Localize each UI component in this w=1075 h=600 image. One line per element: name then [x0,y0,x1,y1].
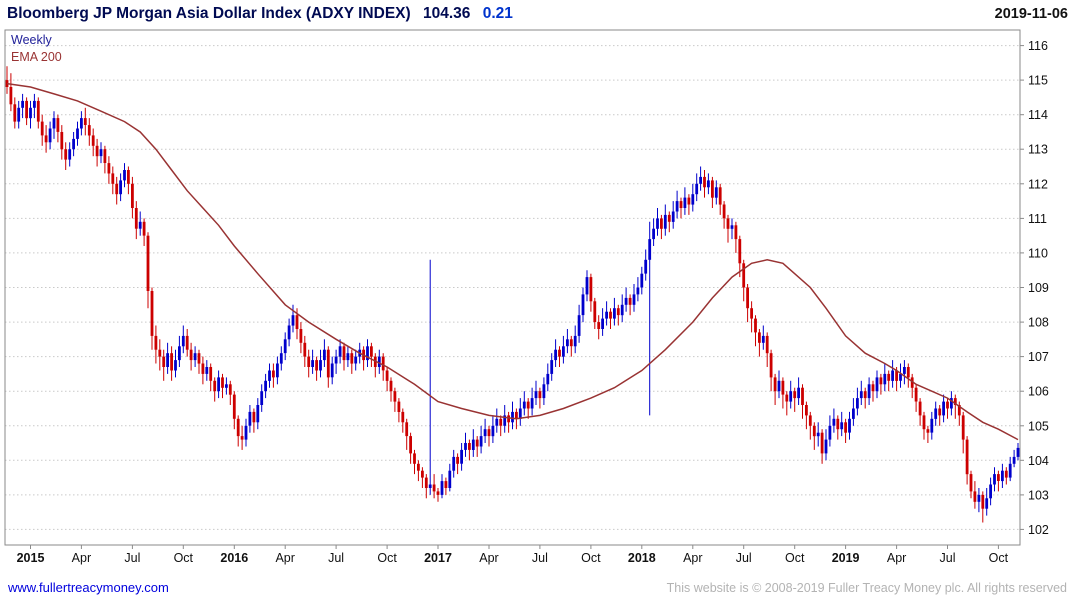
svg-text:2019: 2019 [832,551,860,565]
svg-text:Apr: Apr [275,551,294,565]
svg-text:111: 111 [1028,212,1047,226]
svg-text:Jul: Jul [736,551,752,565]
svg-text:Apr: Apr [683,551,702,565]
svg-text:102: 102 [1028,523,1049,537]
price-chart-canvas[interactable]: 102 103 104 105 106 107 108 109 110 111 112 113 114 1… [0,26,1075,574]
price-chart-svg: 102 103 104 105 106 107 108 109 110 111 112 113 114 1… [4,29,1049,565]
svg-text:110: 110 [1028,246,1048,260]
svg-text:Oct: Oct [377,551,397,565]
svg-text:Oct: Oct [989,551,1009,565]
svg-text:Apr: Apr [479,551,498,565]
svg-text:Jul: Jul [328,551,344,565]
svg-text:2015: 2015 [17,551,45,565]
svg-text:104: 104 [1028,454,1049,468]
svg-text:112: 112 [1028,177,1048,191]
svg-text:115: 115 [1028,74,1048,88]
svg-text:116: 116 [1028,39,1048,53]
chart-title: Bloomberg JP Morgan Asia Dollar Index (A… [7,5,411,22]
svg-text:107: 107 [1028,350,1049,364]
svg-text:2018: 2018 [628,551,656,565]
copyright-text: This website is © 2008-2019 Fuller Treac… [666,581,1067,595]
svg-text:Oct: Oct [785,551,805,565]
svg-text:Apr: Apr [72,551,91,565]
svg-text:106: 106 [1028,385,1049,399]
svg-text:Oct: Oct [174,551,194,565]
site-link[interactable]: www.fullertreacymoney.com [8,580,169,595]
chart-title-line: Bloomberg JP Morgan Asia Dollar Index (A… [7,5,513,23]
svg-text:Jul: Jul [124,551,140,565]
svg-text:Jul: Jul [940,551,956,565]
chart-date: 2019-11-06 [994,6,1068,22]
svg-text:Oct: Oct [581,551,601,565]
last-price: 104.36 [422,5,471,22]
price-change: 0.21 [482,5,513,22]
svg-text:Apr: Apr [887,551,906,565]
page-footer: www.fullertreacymoney.com This website i… [8,580,1067,595]
svg-text:2017: 2017 [424,551,452,565]
svg-text:103: 103 [1028,488,1049,502]
svg-text:105: 105 [1028,419,1049,433]
svg-text:114: 114 [1028,108,1048,122]
svg-text:2016: 2016 [220,551,248,565]
svg-text:109: 109 [1028,281,1049,295]
svg-text:108: 108 [1028,316,1049,330]
svg-text:Jul: Jul [532,551,548,565]
chart-header: Bloomberg JP Morgan Asia Dollar Index (A… [7,5,1068,23]
svg-text:113: 113 [1028,143,1048,157]
